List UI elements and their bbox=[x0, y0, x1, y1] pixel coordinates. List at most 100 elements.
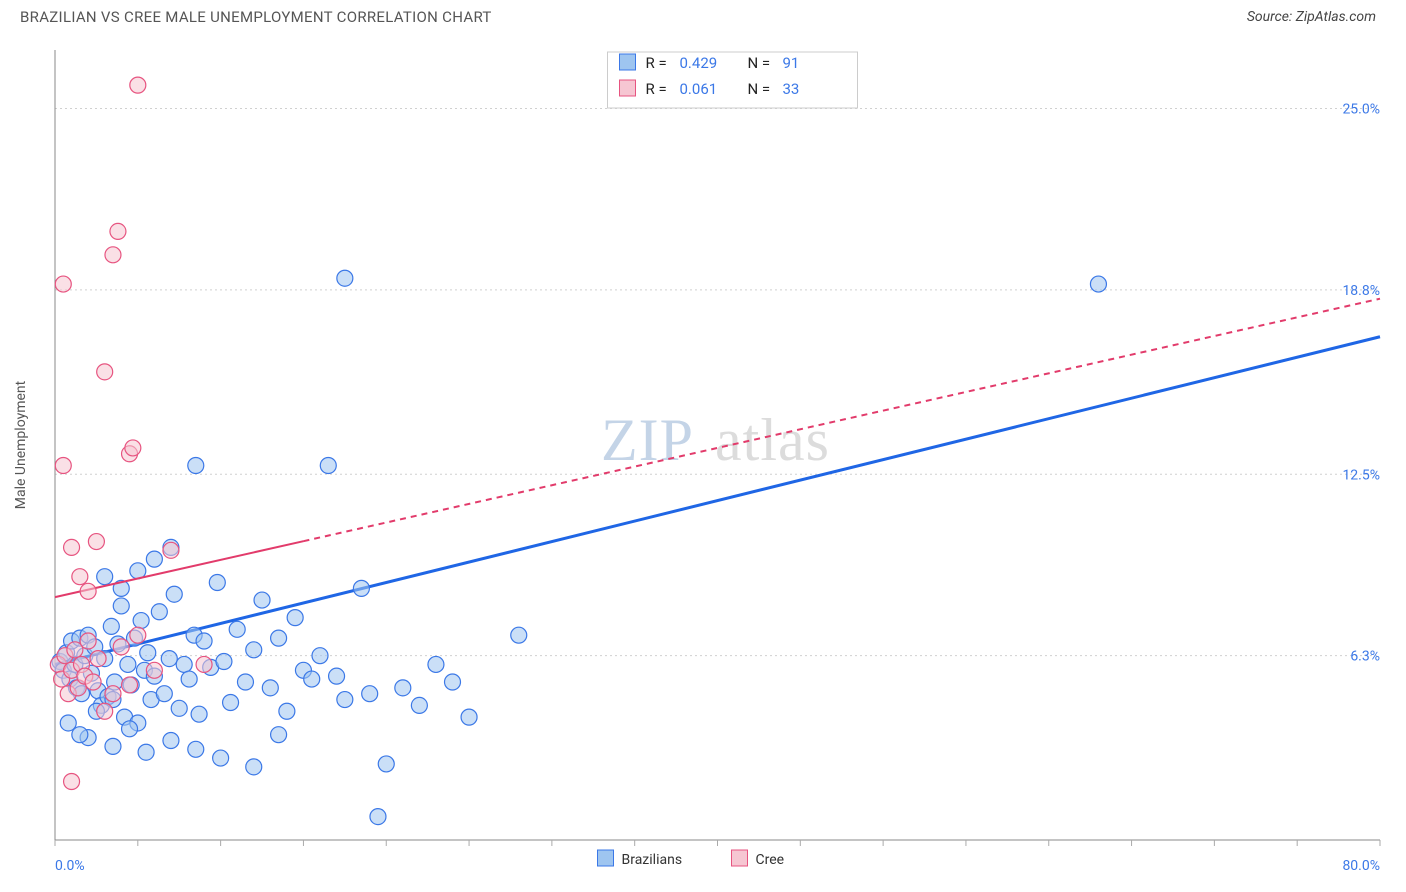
data-point bbox=[271, 727, 287, 743]
data-point bbox=[130, 77, 146, 93]
data-point bbox=[113, 639, 129, 655]
legend-n-label: N = bbox=[748, 80, 771, 98]
regression-line-Brazilians bbox=[55, 337, 1380, 665]
data-point bbox=[329, 668, 345, 684]
data-point bbox=[428, 656, 444, 672]
data-point bbox=[196, 656, 212, 672]
regression-dash-Cree bbox=[303, 299, 1380, 541]
legend-r-label: R = bbox=[646, 80, 667, 98]
data-point bbox=[209, 575, 225, 591]
data-point bbox=[122, 677, 138, 693]
data-point bbox=[72, 569, 88, 585]
data-point bbox=[88, 534, 104, 550]
data-point bbox=[353, 580, 369, 596]
data-point bbox=[85, 674, 101, 690]
data-point bbox=[337, 270, 353, 286]
data-point bbox=[287, 610, 303, 626]
data-point bbox=[161, 651, 177, 667]
bottom-legend-label: Brazilians bbox=[622, 852, 683, 868]
data-point bbox=[122, 721, 138, 737]
legend-r-value: 0.061 bbox=[680, 80, 718, 98]
data-point bbox=[337, 692, 353, 708]
data-point bbox=[64, 539, 80, 555]
data-point bbox=[110, 223, 126, 239]
data-point bbox=[80, 583, 96, 599]
data-point bbox=[196, 633, 212, 649]
data-point bbox=[55, 276, 71, 292]
data-point bbox=[246, 759, 262, 775]
chart-container: BRAZILIAN VS CREE MALE UNEMPLOYMENT CORR… bbox=[0, 0, 1406, 892]
data-point bbox=[254, 592, 270, 608]
data-point bbox=[246, 642, 262, 658]
legend-n-label: N = bbox=[748, 54, 771, 72]
y-axis-label: Male Unemployment bbox=[13, 380, 29, 509]
data-point bbox=[166, 586, 182, 602]
legend-swatch bbox=[620, 80, 636, 96]
data-point bbox=[90, 651, 106, 667]
legend-r-label: R = bbox=[646, 54, 667, 72]
legend-n-value: 33 bbox=[783, 80, 800, 98]
data-point bbox=[133, 613, 149, 629]
data-point bbox=[97, 364, 113, 380]
x-max-label: 80.0% bbox=[1342, 858, 1380, 874]
data-point bbox=[105, 247, 121, 263]
data-point bbox=[279, 703, 295, 719]
data-point bbox=[188, 457, 204, 473]
source-attribution: Source: ZipAtlas.com bbox=[1247, 9, 1376, 25]
data-point bbox=[370, 809, 386, 825]
data-point bbox=[461, 709, 477, 725]
data-point bbox=[130, 627, 146, 643]
data-point bbox=[223, 694, 239, 710]
data-point bbox=[146, 551, 162, 567]
data-point bbox=[378, 756, 394, 772]
data-point bbox=[229, 621, 245, 637]
data-point bbox=[176, 656, 192, 672]
x-min-label: 0.0% bbox=[55, 858, 85, 874]
data-point bbox=[262, 680, 278, 696]
data-point bbox=[105, 686, 121, 702]
legend-r-value: 0.429 bbox=[680, 54, 718, 72]
data-point bbox=[271, 630, 287, 646]
data-point bbox=[213, 750, 229, 766]
data-point bbox=[445, 674, 461, 690]
y-tick-label: 12.5% bbox=[1342, 467, 1380, 483]
chart-plot-area: 6.3%12.5%18.8%25.0%0.0%80.0%Male Unemplo… bbox=[0, 30, 1406, 880]
data-point bbox=[72, 727, 88, 743]
data-point bbox=[171, 700, 187, 716]
y-tick-label: 25.0% bbox=[1342, 102, 1380, 118]
data-point bbox=[312, 648, 328, 664]
data-point bbox=[237, 674, 253, 690]
y-tick-label: 18.8% bbox=[1342, 283, 1380, 299]
chart-title: BRAZILIAN VS CREE MALE UNEMPLOYMENT CORR… bbox=[20, 8, 492, 26]
data-point bbox=[163, 733, 179, 749]
data-point bbox=[146, 662, 162, 678]
data-point bbox=[304, 671, 320, 687]
bottom-legend-swatch bbox=[598, 850, 614, 866]
data-point bbox=[120, 656, 136, 672]
data-point bbox=[151, 604, 167, 620]
data-point bbox=[64, 773, 80, 789]
data-point bbox=[188, 741, 204, 757]
data-point bbox=[113, 598, 129, 614]
scatter-chart-svg: 6.3%12.5%18.8%25.0%0.0%80.0%Male Unemplo… bbox=[0, 30, 1406, 880]
data-point bbox=[395, 680, 411, 696]
data-point bbox=[125, 440, 141, 456]
data-point bbox=[55, 457, 71, 473]
data-point bbox=[80, 633, 96, 649]
data-point bbox=[191, 706, 207, 722]
data-point bbox=[511, 627, 527, 643]
data-point bbox=[411, 697, 427, 713]
data-point bbox=[97, 569, 113, 585]
data-point bbox=[1090, 276, 1106, 292]
data-point bbox=[216, 654, 232, 670]
chart-header: BRAZILIAN VS CREE MALE UNEMPLOYMENT CORR… bbox=[0, 0, 1406, 30]
data-point bbox=[156, 686, 172, 702]
data-point bbox=[97, 703, 113, 719]
bottom-legend-swatch bbox=[732, 850, 748, 866]
watermark-atlas: atlas bbox=[715, 407, 830, 473]
data-point bbox=[105, 738, 121, 754]
data-point bbox=[140, 645, 156, 661]
data-point bbox=[320, 457, 336, 473]
legend-n-value: 91 bbox=[783, 54, 800, 72]
data-point bbox=[138, 744, 154, 760]
